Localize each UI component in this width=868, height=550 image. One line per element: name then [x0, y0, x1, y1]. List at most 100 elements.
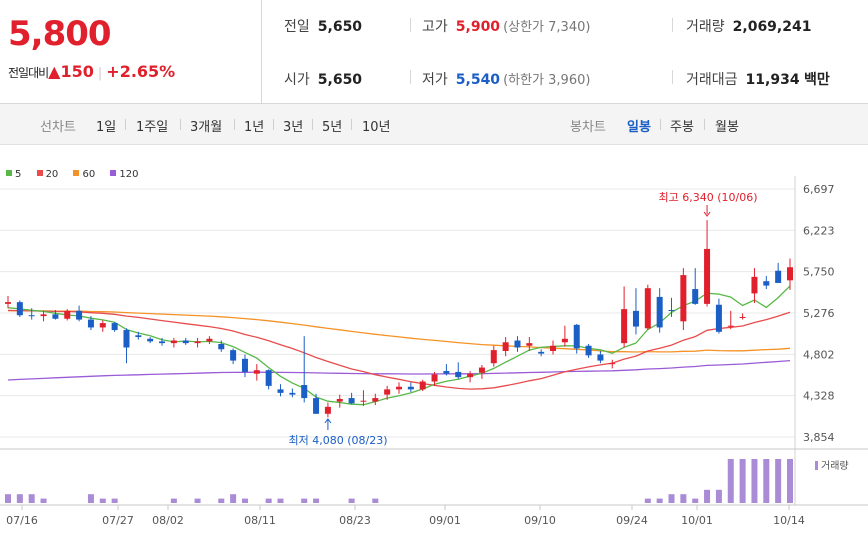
volume-bar — [194, 498, 201, 503]
x-tick-label: 08/23 — [339, 514, 371, 527]
candle-body — [550, 345, 557, 351]
x-tick-label: 07/16 — [6, 514, 38, 527]
legend-ma60: 60 — [73, 169, 95, 180]
volume-bar — [787, 459, 793, 503]
stats-panel: 전일 5,650 시가 5,650 고가 5,900 (상한가 7,340) 저가 5,5… — [262, 0, 868, 103]
change-percent: +2.65% — [106, 62, 176, 81]
candle-body — [348, 398, 355, 404]
tab-monthly[interactable]: 월봉 — [715, 120, 739, 135]
candle-body — [478, 367, 485, 373]
volume-bar — [16, 494, 23, 503]
volume-bar — [704, 489, 711, 503]
volume-bar — [715, 489, 722, 503]
volume-bar — [170, 498, 177, 503]
stat-volume: 거래량 2,069,241 — [686, 16, 811, 36]
candle-body — [704, 248, 711, 304]
divider — [234, 119, 235, 130]
legend-ma120: 120 — [110, 169, 139, 180]
stat-label: 전일 — [284, 19, 310, 35]
candle-body — [218, 344, 225, 350]
candle-body — [407, 386, 414, 390]
candle-body — [277, 389, 284, 393]
candle-body — [727, 325, 734, 327]
volume-bar — [87, 494, 94, 503]
divider: | — [97, 66, 103, 81]
candle-body — [206, 338, 213, 342]
divider — [410, 70, 411, 84]
volume-bar — [301, 498, 308, 503]
volume-bar — [727, 459, 734, 503]
line-chart-label: 선차트 — [40, 120, 76, 135]
tab-10y[interactable]: 10년 — [362, 120, 391, 135]
quote-header: 5,800 전일대비▲150 | +2.65% 전일 5,650 시가 5,650 고가… — [0, 0, 868, 104]
candle-body — [5, 302, 11, 304]
volume-bar — [372, 498, 379, 503]
candle-body — [597, 354, 604, 361]
divider — [312, 119, 313, 130]
divider — [273, 119, 274, 130]
divider — [704, 119, 705, 130]
legend-label: 5 — [15, 169, 22, 180]
volume-bar — [313, 498, 320, 503]
legend-label: 120 — [119, 169, 139, 180]
y-tick-label: 6,697 — [803, 183, 835, 196]
candle-body — [396, 386, 402, 390]
candle-body — [751, 276, 758, 294]
x-tick-label: 10/01 — [681, 514, 713, 527]
candle-body — [194, 341, 201, 344]
volume-bar — [751, 459, 758, 503]
tab-3m[interactable]: 3개월 — [190, 120, 223, 135]
candle-body — [52, 314, 59, 319]
volume-bar — [775, 459, 782, 503]
stat-prev-close: 전일 5,650 — [284, 16, 362, 36]
volume-bar — [230, 494, 237, 503]
candle-body — [502, 342, 509, 351]
divider — [351, 119, 352, 130]
tab-3y[interactable]: 3년 — [283, 120, 304, 135]
change-value: 150 — [60, 62, 94, 81]
candle-body — [265, 370, 272, 386]
y-tick-label: 3,854 — [803, 431, 835, 444]
candle-body — [775, 270, 782, 283]
stat-limit: (상한가 7,340) — [503, 20, 591, 35]
tab-weekly[interactable]: 주봉 — [670, 120, 694, 135]
candle-body — [241, 358, 248, 372]
tab-1y[interactable]: 1년 — [244, 120, 265, 135]
candle-body — [443, 371, 450, 374]
stat-limit: (하한가 3,960) — [503, 73, 591, 88]
candle-body — [526, 343, 533, 346]
candle-body — [561, 338, 568, 343]
stat-low: 저가 5,540 (하한가 3,960) — [422, 69, 590, 89]
volume-bar — [218, 498, 225, 503]
x-tick-label: 09/10 — [524, 514, 556, 527]
stat-label: 저가 — [422, 72, 448, 88]
high-annotation: 최고 6,340 (10/06) — [658, 191, 757, 204]
ma20-line — [7, 309, 791, 390]
candle-body — [514, 340, 521, 348]
chart-tabs: 선차트 1일 1주일 3개월 1년 3년 5년 10년 봉차트 일봉 주봉 월봉 — [0, 104, 868, 145]
candle-body — [170, 340, 177, 344]
volume-bar — [99, 498, 106, 503]
tab-5y[interactable]: 5년 — [322, 120, 343, 135]
candle-body — [692, 289, 699, 304]
tab-1d[interactable]: 1일 — [96, 120, 117, 135]
candle-body — [147, 338, 154, 342]
y-tick-label: 6,223 — [803, 224, 835, 237]
ma60-line — [7, 310, 791, 353]
stat-value: 5,540 — [455, 72, 501, 88]
tab-1w[interactable]: 1주일 — [136, 120, 169, 135]
price-box: 5,800 전일대비▲150 | +2.65% — [0, 0, 262, 103]
divider — [672, 70, 673, 84]
tab-daily[interactable]: 일봉 — [627, 120, 651, 135]
volume-bar — [277, 498, 284, 503]
candle-body — [538, 351, 545, 354]
volume-bar — [763, 459, 770, 503]
legend-swatch — [73, 170, 80, 176]
candle-body — [301, 385, 308, 399]
candle-body — [585, 345, 592, 356]
volume-bar — [739, 459, 746, 503]
stat-high: 고가 5,900 (상한가 7,340) — [422, 16, 590, 36]
divider — [410, 18, 411, 32]
stat-value: 2,069,241 — [732, 19, 812, 35]
volume-bar — [656, 498, 663, 503]
